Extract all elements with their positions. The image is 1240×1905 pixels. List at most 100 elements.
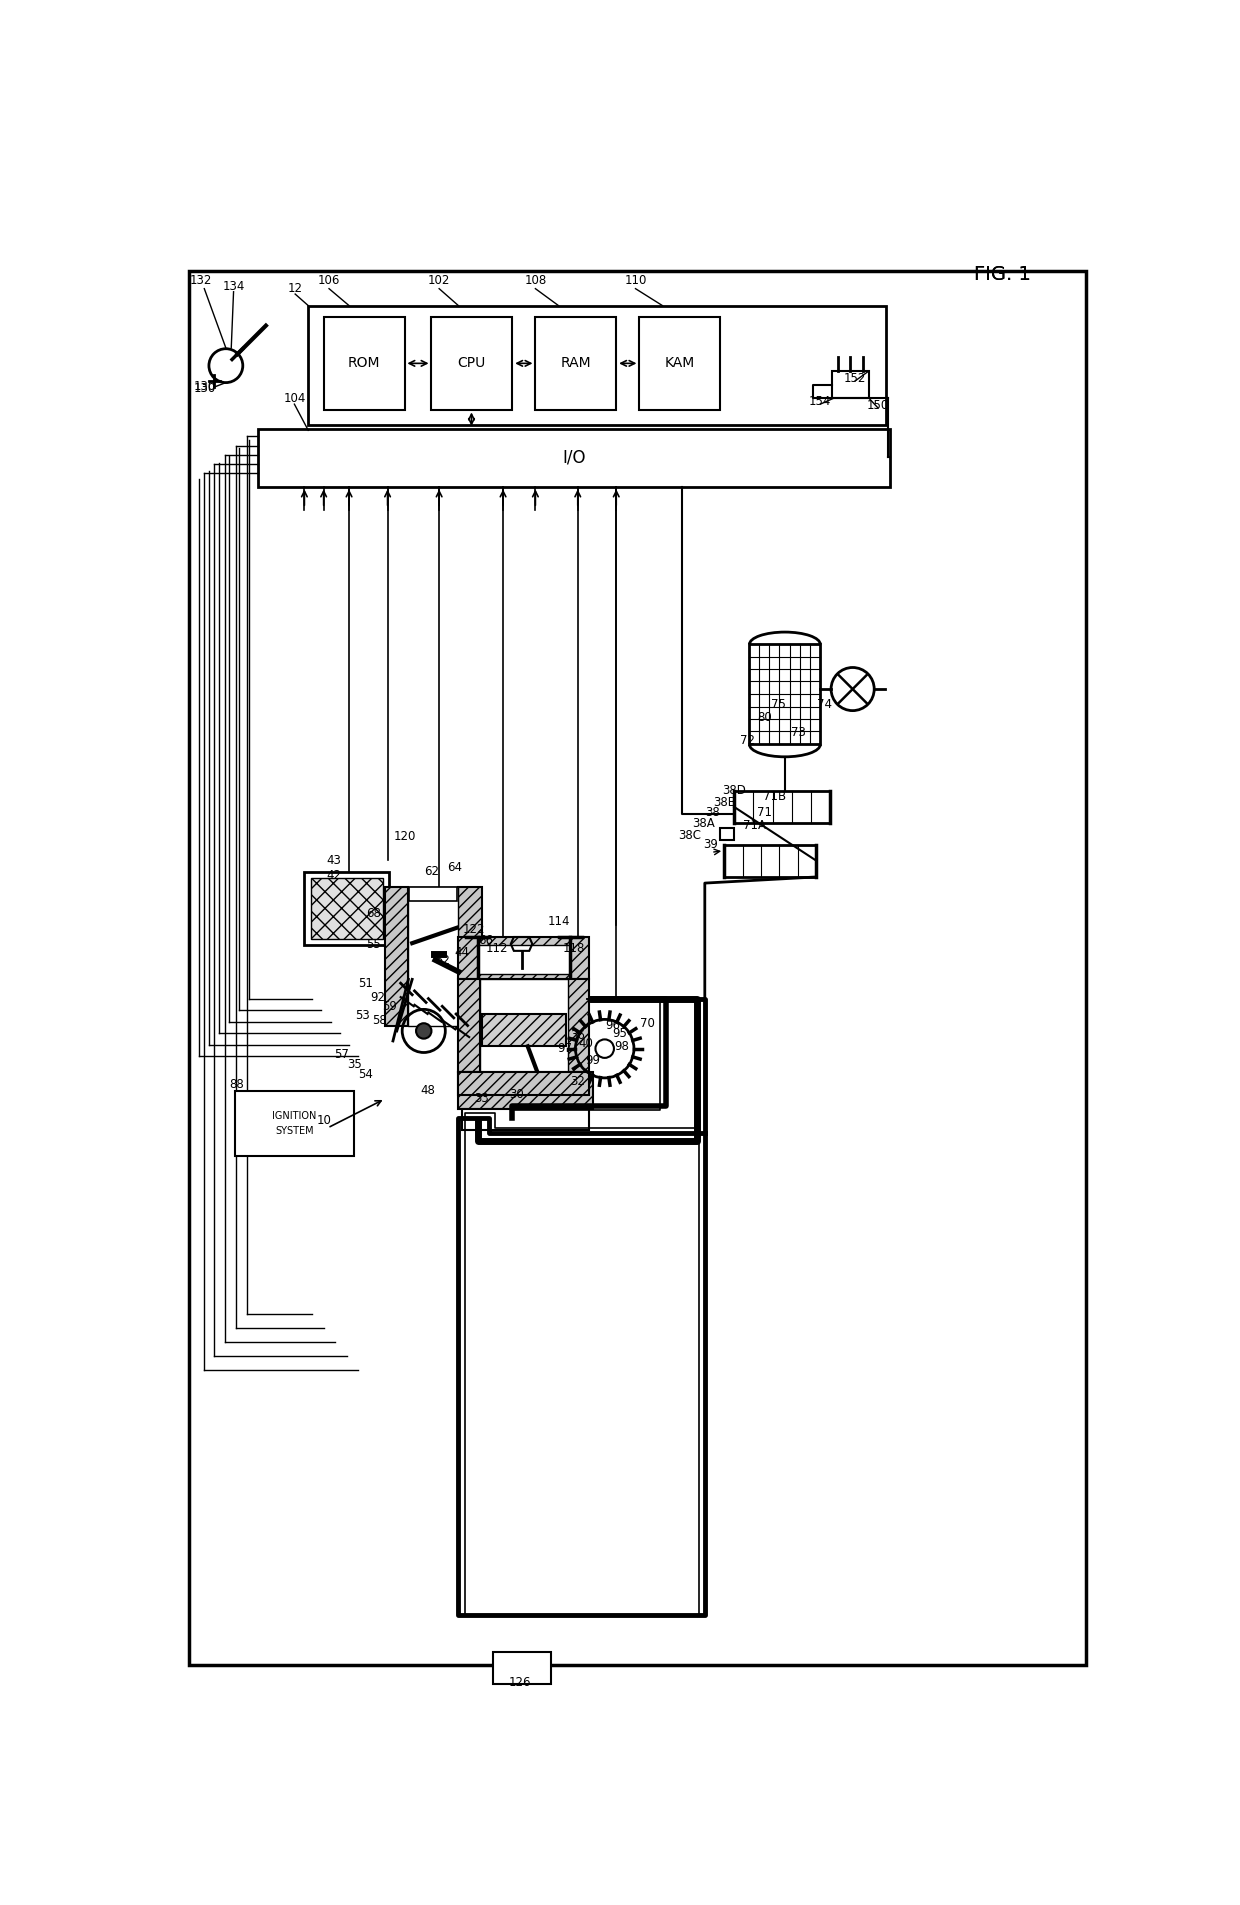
Text: 38A: 38A [692,817,714,829]
Bar [480,979,568,1073]
Text: 59: 59 [382,1000,397,1013]
Bar [481,1013,567,1046]
Text: 44: 44 [455,947,470,958]
Text: 98: 98 [614,1040,629,1053]
Text: 32: 32 [570,1074,585,1088]
Text: KAM: KAM [665,356,694,370]
Bar [309,305,885,425]
Text: 106: 106 [317,274,340,288]
Text: 72: 72 [739,733,755,747]
Circle shape [417,1023,432,1038]
Text: 99: 99 [585,1053,600,1067]
Bar [640,316,720,410]
Text: 33: 33 [474,1092,489,1105]
Text: 58: 58 [372,1013,387,1027]
Text: 126: 126 [508,1676,531,1690]
Bar [459,1073,589,1095]
Text: 114: 114 [547,914,569,928]
Bar [459,937,589,979]
Text: 38C: 38C [678,829,701,842]
Text: 10: 10 [316,1114,331,1126]
Text: 40: 40 [578,1036,593,1050]
Bar [724,844,816,876]
Text: ROM: ROM [347,356,379,370]
Bar [409,888,456,901]
Text: 52: 52 [435,954,450,966]
Text: 95: 95 [613,1027,627,1040]
Text: 80: 80 [758,711,773,724]
Bar [258,429,889,486]
Bar [734,791,831,823]
Bar [832,371,869,398]
Text: 36: 36 [570,1029,585,1042]
Text: 88: 88 [229,1078,244,1092]
Bar [386,888,408,1025]
Circle shape [595,1040,614,1057]
Text: 35: 35 [347,1057,362,1071]
Bar [408,888,459,1025]
Text: 54: 54 [358,1067,373,1080]
Text: 120: 120 [393,831,415,844]
Text: 62: 62 [424,865,439,878]
Text: 57: 57 [334,1048,348,1061]
Text: I/O: I/O [562,448,585,467]
Text: 130: 130 [193,383,216,394]
Text: 38: 38 [706,806,720,819]
Bar [310,878,383,939]
Text: 42: 42 [326,869,341,882]
Text: 96: 96 [605,1019,620,1033]
Text: 150: 150 [867,400,889,411]
Text: 154: 154 [810,396,832,408]
Text: 112: 112 [486,943,508,954]
Text: RAM: RAM [560,356,590,370]
Text: 43: 43 [326,853,341,867]
Text: 71A: 71A [743,819,766,832]
Text: 68: 68 [366,907,381,920]
Text: 74: 74 [817,697,832,711]
Text: 48: 48 [420,1084,435,1097]
Text: 70: 70 [640,1017,655,1031]
Text: 71B: 71B [763,791,786,804]
Text: 110: 110 [624,274,647,288]
Text: SYSTEM: SYSTEM [275,1126,314,1135]
Text: 38D: 38D [722,785,746,796]
Bar [477,945,570,973]
Text: 12: 12 [288,282,303,295]
Text: 152: 152 [843,371,866,385]
Text: 92: 92 [370,991,386,1004]
Text: 39: 39 [703,838,718,852]
Text: 97: 97 [557,1042,572,1055]
Text: 51: 51 [358,977,373,991]
Text: 102: 102 [428,274,450,288]
Bar [494,1652,551,1684]
Bar [720,827,734,840]
Bar [324,316,404,410]
Text: IGNITION: IGNITION [273,1111,316,1120]
Text: 53: 53 [355,1010,370,1023]
Bar [432,316,512,410]
Text: 55: 55 [366,937,381,951]
Text: 75: 75 [770,697,785,711]
Text: 122: 122 [463,922,485,935]
Text: FIG. 1: FIG. 1 [975,265,1032,284]
Bar [304,872,389,945]
Text: FIG. 1: FIG. 1 [975,265,1032,284]
Bar [459,979,480,1073]
Bar [236,1092,355,1156]
Text: 132: 132 [190,274,212,288]
Text: 64: 64 [448,861,463,874]
Bar [463,1109,589,1130]
Bar [459,888,481,1025]
Text: 104: 104 [283,392,305,404]
Text: 38B: 38B [713,796,737,810]
Text: 134: 134 [222,280,244,293]
Text: 118: 118 [563,943,585,954]
Text: 71: 71 [758,806,773,819]
Bar [568,979,589,1073]
Text: CPU: CPU [458,356,486,370]
Bar [536,316,616,410]
Text: 73: 73 [791,726,806,739]
Text: 108: 108 [525,274,547,288]
Text: 130: 130 [193,379,216,392]
Bar [459,1073,593,1109]
